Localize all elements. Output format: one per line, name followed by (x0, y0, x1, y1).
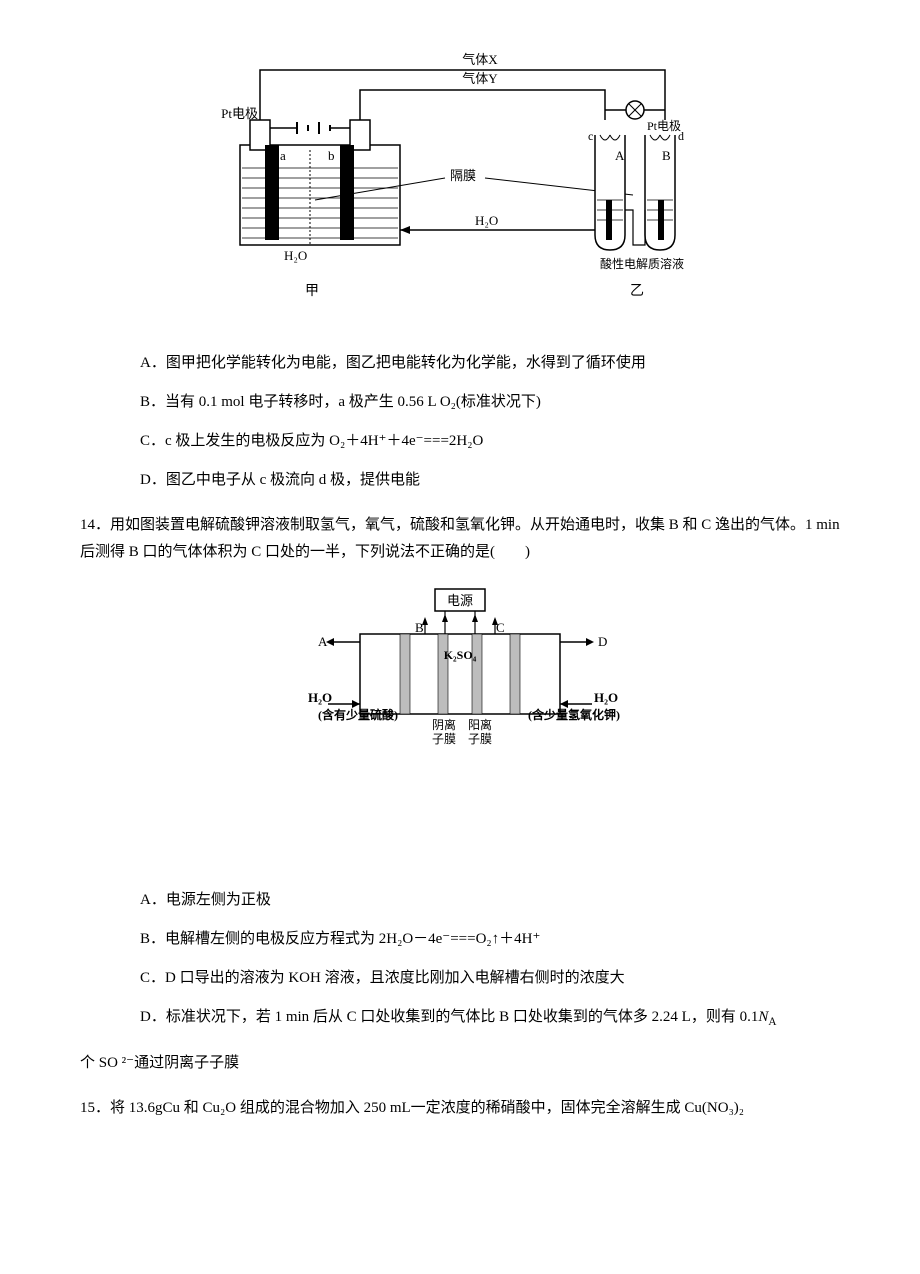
diagram-electrolysis-2: 电源 A D H₂O H₂O B C K₂SO₄ (含有少量硫酸) (含少量氢氧… (80, 584, 840, 774)
pipe-gas-y (360, 90, 605, 120)
electrode-left (400, 634, 410, 714)
label-A2: A (318, 634, 328, 649)
label-b: b (328, 148, 335, 163)
diagram-electrochemistry-1: 气体X 气体Y Pt电极 a b H₂O 甲 隔膜 H₂O (80, 50, 840, 330)
label-pt-right: Pt电极 (647, 119, 681, 133)
q14-option-d-line2: 个 SO ²⁻通过阴离子子膜 (80, 1050, 840, 1077)
label-pt-left: Pt电极 (221, 106, 258, 121)
q14-option-d: D．标准状况下，若 1 min 后从 C 口处收集到的气体比 B 口处收集到的气… (140, 1004, 840, 1032)
label-jia: 甲 (305, 284, 319, 299)
label-gas-y: 气体Y (462, 71, 498, 86)
label-h2o-r: H₂O (594, 690, 618, 705)
label-A: A (615, 148, 625, 163)
label-B2: B (415, 620, 424, 635)
electrode-a (265, 145, 279, 240)
label-gas-x: 气体X (462, 52, 498, 67)
label-anion-2: 子膜 (432, 732, 456, 746)
label-k2so4: K₂SO₄ (444, 648, 477, 662)
cation-membrane (472, 634, 482, 714)
q13-option-a: A．图甲把化学能转化为电能，图乙把电能转化为化学能，水得到了循环使用 (140, 350, 840, 377)
label-h2o-left: H₂O (284, 248, 307, 263)
label-d: d (678, 129, 684, 143)
label-C2: C (496, 620, 505, 635)
label-cation-2: 子膜 (468, 732, 492, 746)
label-c: c (588, 129, 593, 143)
label-cation-1: 阳离 (468, 717, 492, 732)
label-acid: 酸性电解质溶液 (600, 256, 684, 271)
q13-option-d: D．图乙中电子从 c 极流向 d 极，提供电能 (140, 467, 840, 494)
label-a: a (280, 148, 286, 163)
label-membrane: 隔膜 (450, 168, 476, 183)
label-left-note: (含有少量硫酸) (318, 707, 398, 722)
q15-stem: 15．将 13.6gCu 和 Cu₂O 组成的混合物加入 250 mL一定浓度的… (80, 1095, 840, 1122)
q14-option-a: A．电源左侧为正极 (140, 887, 840, 914)
q13-option-b: B．当有 0.1 mol 电子转移时，a 极产生 0.56 L O₂(标准状况下… (140, 389, 840, 416)
label-yi: 乙 (630, 283, 644, 299)
electrode-b (340, 145, 354, 240)
q14-stem: 14．用如图装置电解硫酸钾溶液制取氢气，氧气，硫酸和氢氧化钾。从开始通电时，收集… (80, 512, 840, 566)
label-D2: D (598, 634, 607, 649)
q14-option-b: B．电解槽左侧的电极反应方程式为 2H₂O－4e⁻===O₂↑＋4H⁺ (140, 926, 840, 953)
q13-option-c: C．c 极上发生的电极反应为 O₂＋4H⁺＋4e⁻===2H₂O (140, 428, 840, 455)
label-B: B (662, 148, 671, 163)
q14-option-c: C．D 口导出的溶液为 KOH 溶液，且浓度比刚加入电解槽右侧时的浓度大 (140, 965, 840, 992)
label-h2o-l: H₂O (308, 690, 332, 705)
label-right-note: (含少量氢氧化钾) (528, 707, 620, 722)
label-anion-1: 阴离 (432, 717, 456, 732)
vessel-jia (240, 145, 400, 245)
label-power: 电源 (447, 593, 473, 608)
tank (360, 634, 560, 714)
electrode-right (510, 634, 520, 714)
anion-membrane (438, 634, 448, 714)
label-h2o-arrow: H₂O (475, 213, 498, 228)
